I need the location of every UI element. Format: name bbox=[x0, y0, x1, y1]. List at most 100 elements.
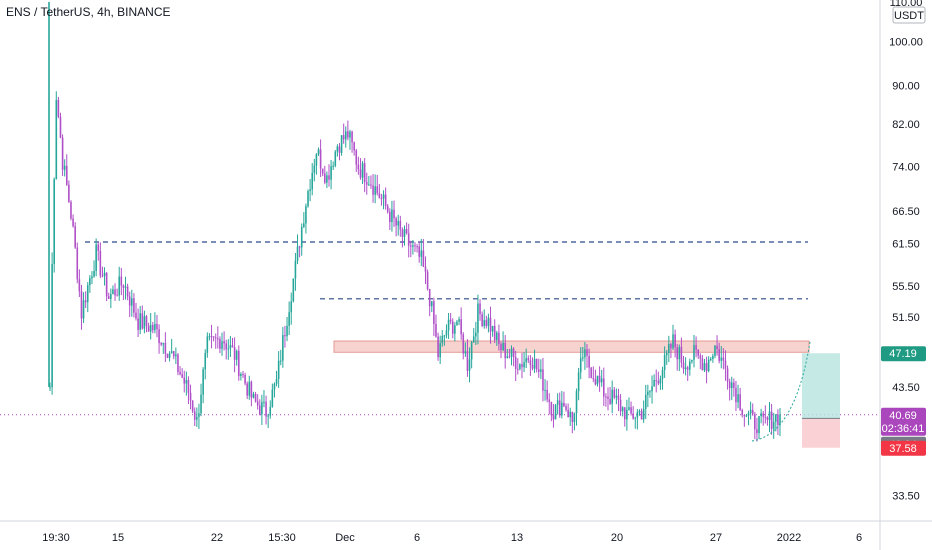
candle-body bbox=[741, 409, 744, 416]
candle-body bbox=[540, 369, 542, 372]
price-tag-box[interactable] bbox=[881, 346, 926, 362]
candle-body bbox=[571, 411, 574, 423]
candle-body bbox=[716, 345, 718, 350]
candle-body bbox=[139, 313, 142, 330]
candle-body bbox=[556, 400, 559, 405]
candle-body bbox=[256, 401, 259, 406]
candle-body bbox=[760, 413, 762, 417]
currency-badge-box[interactable] bbox=[892, 6, 926, 24]
price-tag-box[interactable] bbox=[881, 407, 926, 436]
candle-body bbox=[554, 404, 557, 420]
price-tag[interactable]: 47.19 bbox=[881, 346, 926, 362]
candle-body bbox=[615, 395, 618, 398]
candle-body bbox=[74, 226, 76, 248]
candle-body bbox=[68, 184, 70, 202]
currency-badge[interactable]: USDT bbox=[892, 6, 926, 24]
candle-body bbox=[611, 389, 613, 404]
candle-body bbox=[240, 374, 242, 377]
candle-body bbox=[586, 349, 588, 356]
candle-body bbox=[443, 335, 446, 337]
candle-body bbox=[219, 338, 221, 349]
candle-body bbox=[263, 401, 265, 403]
candle-body bbox=[609, 398, 611, 404]
candle-body bbox=[359, 169, 362, 178]
candle-body bbox=[472, 336, 475, 343]
candle-body bbox=[183, 377, 186, 384]
candle-body bbox=[61, 137, 64, 170]
candle-body bbox=[258, 405, 261, 415]
candle-body bbox=[170, 351, 173, 354]
candle-body bbox=[762, 413, 765, 417]
candle-body bbox=[355, 150, 358, 165]
candle-body bbox=[353, 142, 355, 151]
candle-body bbox=[514, 357, 517, 369]
candle-body bbox=[575, 391, 578, 414]
candle-body bbox=[368, 184, 370, 186]
candle-body bbox=[181, 374, 183, 378]
candle-body bbox=[349, 131, 351, 138]
candle-body bbox=[198, 413, 200, 417]
candle-body bbox=[196, 416, 198, 420]
candle-body bbox=[670, 343, 672, 349]
candle-body bbox=[246, 383, 248, 396]
candle-body bbox=[491, 325, 494, 332]
candle-body bbox=[600, 378, 603, 383]
candle-body bbox=[382, 194, 385, 199]
candle-body bbox=[498, 332, 500, 345]
candle-body bbox=[525, 358, 527, 363]
candle-body bbox=[521, 364, 523, 368]
candle-body bbox=[332, 165, 334, 167]
candle-body bbox=[699, 355, 702, 359]
candle-body bbox=[223, 341, 225, 344]
candle-body bbox=[579, 358, 582, 373]
candle-body bbox=[57, 99, 60, 117]
chart-title: ENS / TetherUS, 4h, BINANCE bbox=[6, 5, 171, 19]
candle-body bbox=[162, 342, 165, 345]
candle-body bbox=[271, 389, 274, 407]
candle-body bbox=[709, 358, 712, 360]
candle-body bbox=[456, 321, 458, 326]
candle-body bbox=[475, 332, 477, 337]
candle-body bbox=[370, 184, 372, 186]
candle-body bbox=[175, 354, 177, 357]
price-tag-box[interactable] bbox=[881, 440, 926, 456]
candle-body bbox=[449, 319, 452, 322]
candle-body bbox=[151, 325, 154, 331]
candle-body bbox=[691, 359, 693, 362]
candle-body bbox=[510, 348, 513, 357]
candle-body bbox=[347, 131, 349, 138]
x-tick-label: Dec bbox=[335, 532, 355, 544]
supply-zone bbox=[333, 340, 810, 353]
candle-body bbox=[372, 185, 374, 195]
candle-body bbox=[430, 301, 433, 307]
price-tag[interactable]: 37.58 bbox=[881, 440, 926, 456]
y-tick-label: 74.00 bbox=[892, 162, 920, 174]
candle-body bbox=[405, 229, 408, 234]
candle-body bbox=[128, 296, 131, 306]
candle-body bbox=[512, 348, 515, 358]
candle-body bbox=[552, 415, 555, 420]
candle-body bbox=[424, 266, 427, 272]
candle-body bbox=[550, 401, 553, 416]
candle-body bbox=[267, 415, 269, 417]
candle-body bbox=[577, 372, 580, 392]
x-tick-label: 13 bbox=[511, 532, 523, 544]
candle-body bbox=[712, 355, 714, 359]
candle-body bbox=[403, 229, 406, 237]
candle-layer bbox=[48, 2, 781, 442]
candle-body bbox=[447, 319, 450, 331]
x-tick-label: 2022 bbox=[777, 532, 801, 544]
candle-body bbox=[470, 342, 473, 360]
candle-body bbox=[250, 381, 253, 398]
candle-body bbox=[63, 165, 66, 170]
candle-body bbox=[185, 380, 188, 384]
candle-body bbox=[221, 341, 223, 349]
candle-body bbox=[770, 411, 773, 429]
candle-body bbox=[693, 345, 695, 360]
x-tick-layer: 19:30 15 22 15:30 Dec 6 13 20 27 2022 6 bbox=[42, 532, 862, 544]
candle-body bbox=[233, 347, 236, 360]
candle-body bbox=[110, 294, 112, 299]
